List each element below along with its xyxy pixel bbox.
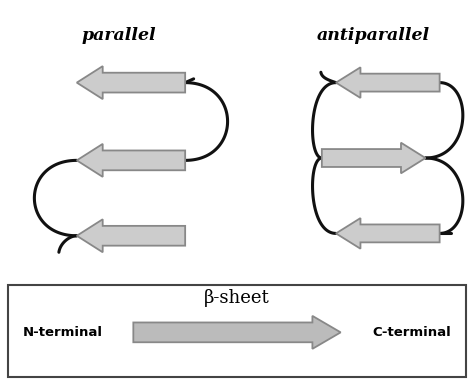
FancyArrow shape xyxy=(133,316,341,349)
FancyArrow shape xyxy=(77,144,185,177)
Text: parallel: parallel xyxy=(82,27,156,44)
FancyArrow shape xyxy=(77,66,185,99)
FancyBboxPatch shape xyxy=(9,285,465,377)
Text: N-terminal: N-terminal xyxy=(23,326,103,339)
Text: antiparallel: antiparallel xyxy=(317,27,430,44)
Text: C-terminal: C-terminal xyxy=(372,326,451,339)
FancyArrow shape xyxy=(322,143,426,173)
FancyArrow shape xyxy=(336,67,439,98)
Text: β-sheet: β-sheet xyxy=(204,290,270,308)
FancyArrow shape xyxy=(336,218,439,249)
FancyArrow shape xyxy=(77,219,185,252)
